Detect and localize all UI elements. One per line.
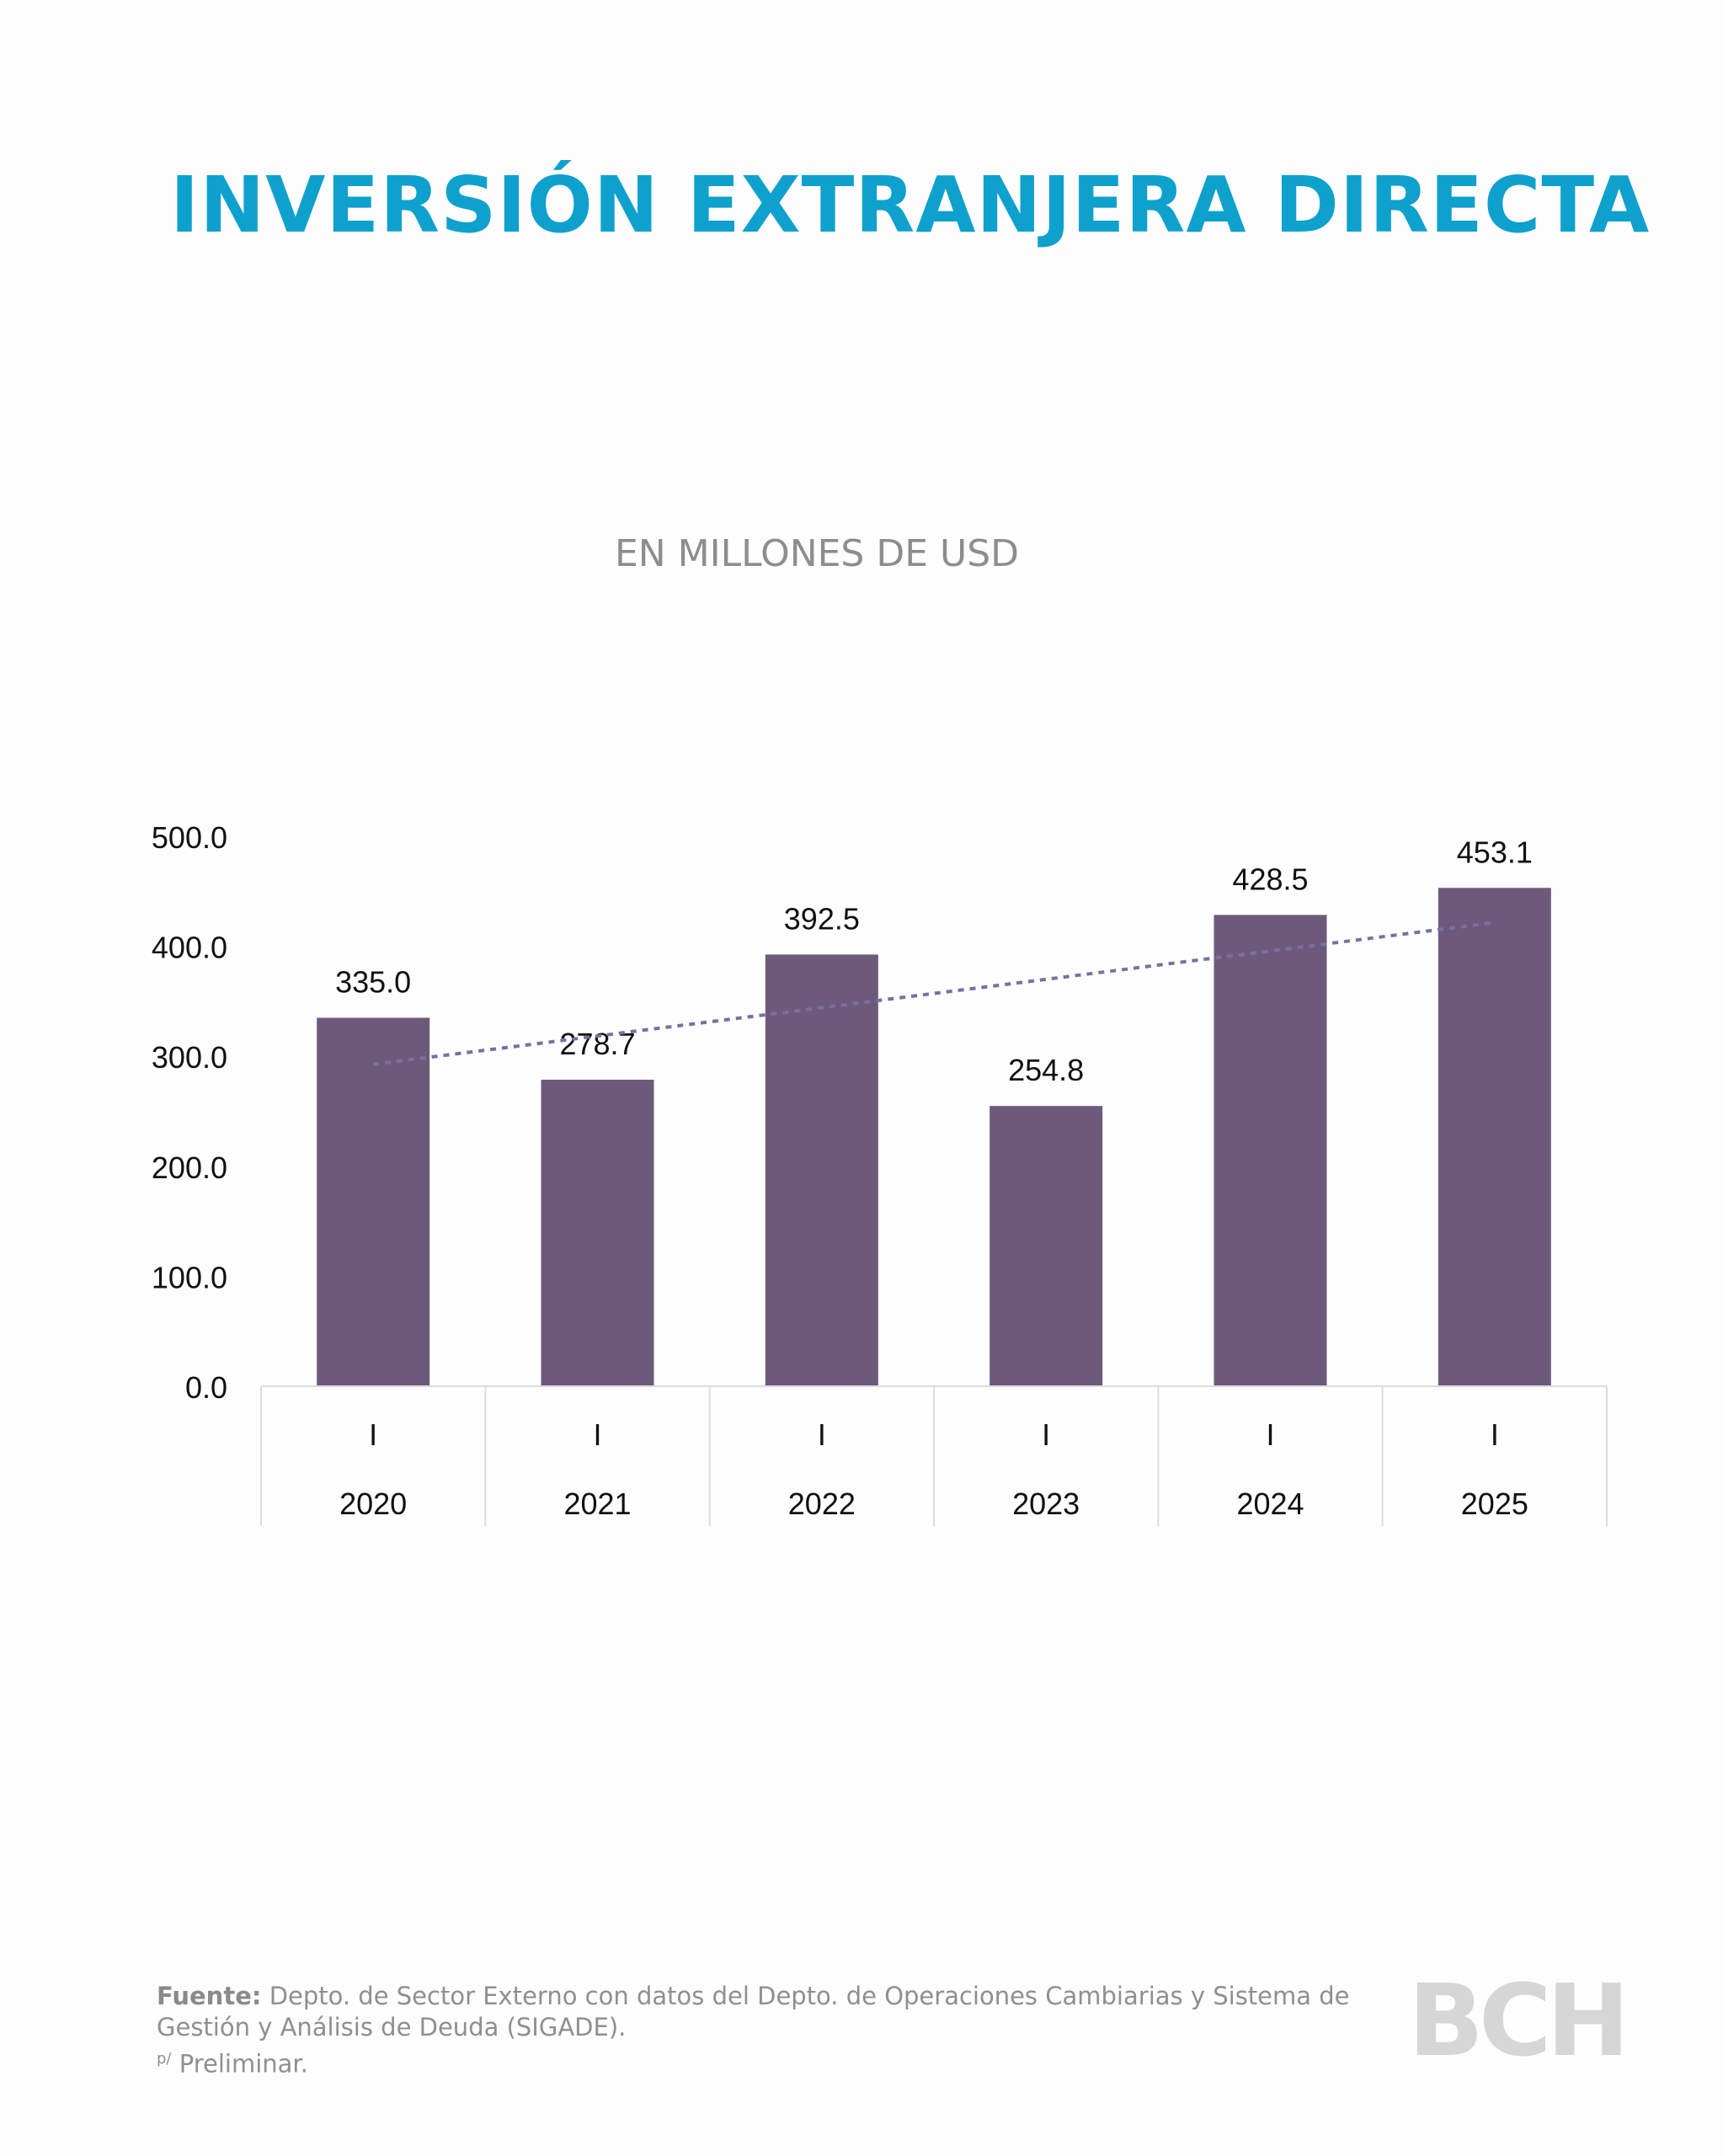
x-tick-quarter: I (1266, 1417, 1274, 1452)
preliminary-marker: p/ (157, 2050, 172, 2068)
y-tick-label: 300.0 (152, 1040, 227, 1075)
source-footnote: Fuente: Depto. de Sector Externo con dat… (157, 1981, 1352, 2080)
data-label: 428.5 (1232, 862, 1308, 896)
y-tick-label: 100.0 (152, 1260, 227, 1294)
bar-chart: 0.0100.0200.0300.0400.0500.0335.0278.739… (152, 820, 1608, 1526)
x-tick-year: 2021 (563, 1486, 631, 1521)
x-tick-year: 2023 (1012, 1486, 1080, 1521)
x-tick-quarter: I (593, 1417, 601, 1452)
bar-2021 (541, 1080, 654, 1386)
data-label: 392.5 (784, 901, 860, 936)
y-tick-label: 0.0 (185, 1370, 227, 1405)
x-tick-year: 2020 (339, 1486, 407, 1521)
data-label: 254.8 (1008, 1053, 1084, 1087)
x-tick-quarter: I (1491, 1417, 1499, 1452)
chart-subtitle: EN MILLONES DE USD (614, 532, 1020, 575)
x-tick-quarter: I (1042, 1417, 1050, 1452)
x-tick-quarter: I (818, 1417, 826, 1452)
bar-2020 (317, 1017, 430, 1386)
data-label: 453.1 (1457, 835, 1533, 869)
page-title: INVERSIÓN EXTRANJERA DIRECTA (170, 160, 1651, 250)
data-label: 335.0 (335, 964, 411, 999)
source-text: Depto. de Sector Externo con datos del D… (157, 1982, 1350, 2041)
x-tick-year: 2024 (1236, 1486, 1304, 1521)
bar-2023 (990, 1106, 1103, 1386)
x-tick-year: 2025 (1461, 1486, 1528, 1521)
bar-2022 (765, 954, 878, 1386)
preliminary-note: Preliminar. (179, 2049, 308, 2079)
y-tick-label: 500.0 (152, 820, 227, 855)
bar-2024 (1214, 915, 1327, 1386)
y-tick-label: 400.0 (152, 931, 227, 965)
x-tick-quarter: I (369, 1417, 377, 1452)
bch-logo: BCH (1408, 1962, 1630, 2079)
x-tick-year: 2022 (788, 1486, 856, 1521)
bar-2025 (1438, 888, 1551, 1386)
y-tick-label: 200.0 (152, 1150, 227, 1185)
source-label: Fuente: (157, 1982, 262, 2010)
